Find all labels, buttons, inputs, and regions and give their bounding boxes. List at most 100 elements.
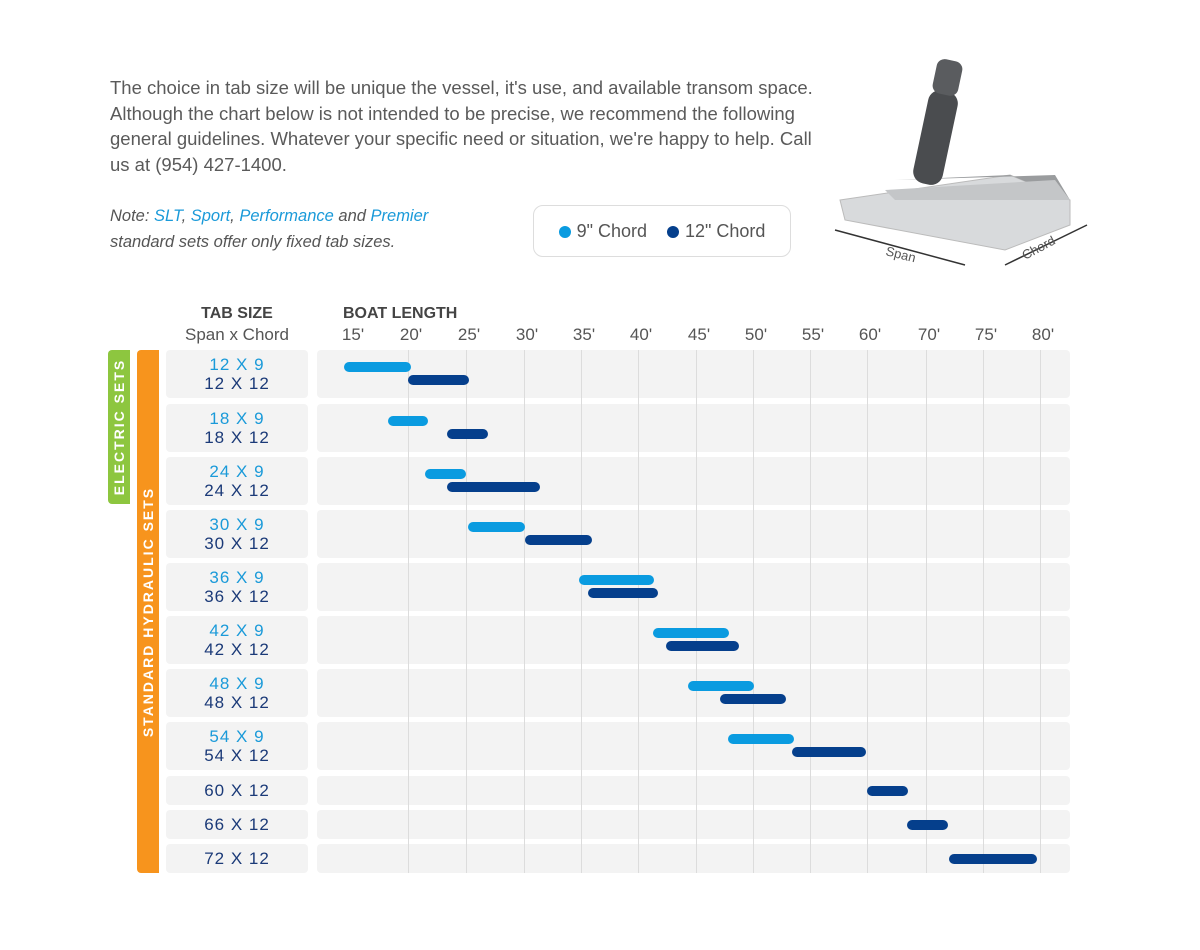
bar-36x9	[578, 575, 655, 585]
tab-size-label: 54 X 12	[204, 746, 270, 765]
bar-60x12	[867, 785, 909, 796]
bar-48x12	[719, 694, 787, 704]
legend-label: 12" Chord	[685, 220, 766, 241]
group-label: STANDARD HYDRAULIC SETS	[140, 486, 156, 737]
gridline	[408, 350, 409, 873]
tab-size-cell: 36 X 9 36 X 12	[166, 563, 308, 611]
gridline	[926, 350, 927, 873]
tab-size-label: 18 X 9	[209, 409, 265, 428]
tab-size-label: 30 X 12	[204, 534, 270, 553]
x-tick-label: 40'	[629, 325, 653, 344]
bar-48x9	[687, 681, 755, 691]
tab-size-cell: 48 X 9 48 X 12	[166, 669, 308, 717]
tab-size-header: TAB SIZE	[201, 305, 273, 322]
gridline	[753, 350, 754, 873]
intro-text: The choice in tab size will be unique th…	[110, 77, 813, 175]
legend: 9" Chord 12" Chord	[533, 205, 791, 257]
x-tick-label: 70'	[917, 325, 941, 344]
bar-36x12	[587, 588, 658, 598]
note-suffix: standard sets offer only fixed tab sizes…	[110, 233, 396, 251]
bar-24x12	[447, 482, 540, 492]
row-background	[317, 844, 1070, 873]
tab-size-label: 18 X 12	[204, 428, 270, 447]
gridline	[983, 350, 984, 873]
x-tick-label: 20'	[399, 325, 423, 344]
bar-30x12	[525, 535, 593, 545]
tab-size-label: 48 X 12	[204, 693, 270, 712]
svg-text:Span: Span	[884, 243, 917, 265]
gridline	[581, 350, 582, 873]
tab-size-cell: 24 X 9 24 X 12	[166, 457, 308, 505]
row-background	[317, 350, 1070, 398]
note-premier: Premier	[370, 207, 429, 225]
bar-24x9	[425, 469, 466, 479]
gridline	[1040, 350, 1041, 873]
x-tick-label: 50'	[744, 325, 768, 344]
tab-size-label: 48 X 9	[209, 674, 265, 693]
tab-size-label: 30 X 9	[209, 515, 265, 534]
row-background	[317, 457, 1070, 505]
group-electric-sets: ELECTRIC SETS	[108, 350, 130, 504]
bar-54x12	[791, 747, 866, 757]
x-tick-label: 45'	[687, 325, 711, 344]
tab-size-label: 24 X 12	[204, 481, 270, 500]
bar-54x9	[727, 734, 795, 744]
bar-66x12	[907, 819, 948, 830]
group-label: ELECTRIC SETS	[111, 358, 127, 496]
tab-size-cell: 60 X 12	[166, 776, 308, 805]
tab-size-cell: 12 X 9 12 X 12	[166, 350, 308, 398]
row-background	[317, 404, 1070, 452]
gridline	[466, 350, 467, 873]
tab-size-cell: 66 X 12	[166, 810, 308, 839]
tab-size-label: 72 X 12	[204, 849, 270, 868]
gridline	[638, 350, 639, 873]
note-text: Note: SLT, Sport, Performance and Premie…	[110, 203, 428, 255]
row-background	[317, 510, 1070, 558]
tab-size-subheader: Span x Chord	[185, 325, 289, 344]
bar-18x9	[388, 416, 428, 426]
row-background	[317, 776, 1070, 805]
tab-size-cell: 72 X 12	[166, 844, 308, 873]
tab-size-label: 66 X 12	[204, 815, 270, 834]
tab-size-cell: 18 X 9 18 X 12	[166, 404, 308, 452]
bar-18x12	[447, 429, 489, 439]
tab-size-cell: 30 X 9 30 X 12	[166, 510, 308, 558]
note-and: and	[333, 207, 371, 225]
tab-size-label: 12 X 12	[204, 374, 270, 393]
legend-label: 9" Chord	[576, 220, 647, 241]
trim-tab-image: Span Chord	[834, 59, 1088, 266]
bar-42x9	[653, 628, 730, 638]
x-tick-label: 75'	[974, 325, 998, 344]
legend-dot-icon	[667, 225, 679, 238]
tab-size-label: 54 X 9	[209, 727, 265, 746]
tab-size-label: 36 X 12	[204, 587, 270, 606]
gridline	[696, 350, 697, 873]
bar-30x9	[468, 522, 526, 532]
x-axis-title: BOAT LENGTH	[343, 305, 458, 322]
gridline	[867, 350, 868, 873]
tab-size-cell: 42 X 9 42 X 12	[166, 616, 308, 664]
tab-size-label: 12 X 9	[209, 355, 265, 374]
bar-12x9	[344, 362, 412, 372]
x-tick-label: 15'	[341, 325, 365, 344]
x-tick-label: 25'	[457, 325, 481, 344]
row-background	[317, 722, 1070, 770]
row-background	[317, 616, 1070, 664]
tab-size-cell: 54 X 9 54 X 12	[166, 722, 308, 770]
tab-size-label: 42 X 12	[204, 640, 270, 659]
legend-dot-icon	[558, 225, 571, 238]
x-tick-label: 35'	[572, 325, 596, 344]
tab-size-label: 24 X 9	[209, 462, 265, 481]
note-sep: ,	[181, 207, 191, 225]
note-performance: Performance	[239, 207, 334, 225]
x-tick-label: 55'	[801, 325, 825, 344]
bar-12x12	[408, 375, 470, 385]
row-background	[317, 810, 1070, 839]
gridline	[810, 350, 811, 873]
note-sep: ,	[230, 207, 240, 225]
row-background	[317, 563, 1070, 611]
note-prefix: Note:	[110, 207, 155, 225]
tab-size-label: 42 X 9	[209, 621, 265, 640]
legend-item-9: 9" Chord	[558, 220, 647, 242]
x-tick-label: 30'	[515, 325, 539, 344]
